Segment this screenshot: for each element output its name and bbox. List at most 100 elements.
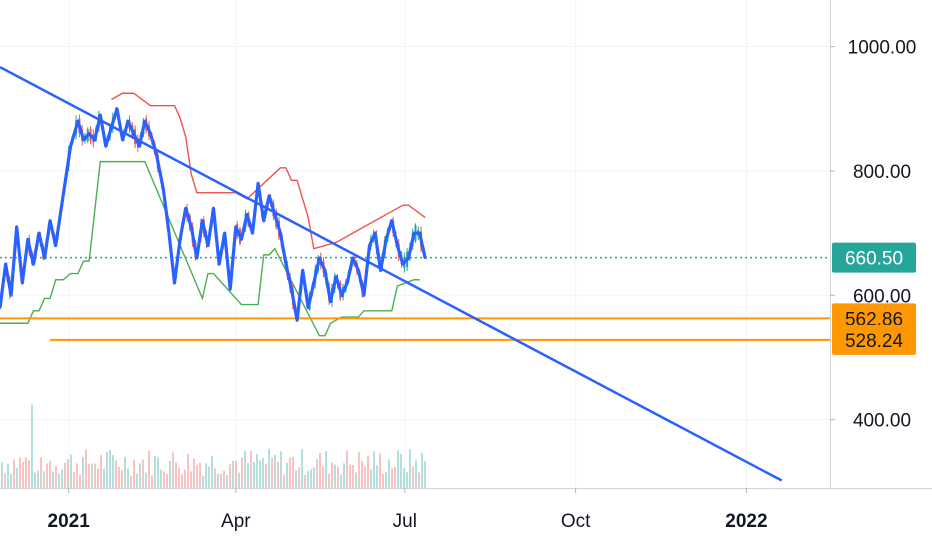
price-point-24 xyxy=(138,144,141,148)
volume-bar xyxy=(265,463,267,488)
volume-bar xyxy=(121,469,123,488)
volume-bar xyxy=(79,474,81,488)
volume-bar xyxy=(4,472,6,488)
volume-bar xyxy=(61,469,63,488)
volume-bar xyxy=(271,457,273,488)
x-tick-label-0: 2021 xyxy=(48,511,91,532)
price-point-12 xyxy=(69,144,72,148)
trendline-layer[interactable] xyxy=(0,66,783,482)
volume-bar xyxy=(412,466,414,488)
volume-bar xyxy=(166,473,168,488)
volume-bar xyxy=(97,468,99,488)
price-point-25 xyxy=(143,120,147,123)
price-point-66 xyxy=(373,231,377,235)
volume-bar xyxy=(124,456,126,488)
price-point-39 xyxy=(223,231,226,235)
volume-bar xyxy=(349,464,351,488)
price-point-22 xyxy=(126,120,130,123)
price-point-53 xyxy=(301,269,304,272)
volume-bar xyxy=(259,460,261,488)
volume-bar xyxy=(127,468,129,488)
volume-bar xyxy=(40,457,42,488)
price-point-43 xyxy=(245,213,249,216)
volume-bar xyxy=(13,459,15,488)
price-point-56 xyxy=(318,256,321,260)
price-point-49 xyxy=(279,231,282,235)
volume-bar xyxy=(25,457,27,488)
volume-bar xyxy=(202,475,204,488)
price-point-18 xyxy=(104,144,108,148)
price-point-46 xyxy=(262,219,265,222)
price-point-67 xyxy=(379,269,382,272)
volume-bar xyxy=(226,475,228,488)
trendline[interactable] xyxy=(0,66,783,482)
volume-bar xyxy=(277,461,279,488)
price-point-9 xyxy=(48,219,52,222)
volume-bar xyxy=(1,462,3,488)
price-point-37 xyxy=(212,207,215,210)
volume-bar xyxy=(43,471,45,488)
volume-bar xyxy=(322,466,324,488)
volume-bar xyxy=(28,460,30,488)
volume-bar xyxy=(334,464,336,488)
volume-bar xyxy=(250,451,252,488)
volume-bar xyxy=(388,459,390,488)
price-point-68 xyxy=(385,238,388,241)
volume-bar xyxy=(130,475,132,488)
level-badge-1-bg xyxy=(832,324,916,355)
volume-bar xyxy=(391,468,393,488)
volume-bar xyxy=(106,451,108,488)
time-axis[interactable]: 2021 Apr Jul Oct 2022 xyxy=(0,488,932,532)
volume-bar xyxy=(301,449,303,488)
volume-bar xyxy=(19,457,21,488)
volume-bar xyxy=(352,465,354,488)
volume-bar xyxy=(238,472,240,488)
volume-bar xyxy=(364,466,366,488)
volume-bar xyxy=(262,458,264,488)
volume-bar xyxy=(109,450,111,488)
volume-bar xyxy=(355,472,357,488)
volume-bar xyxy=(148,450,150,488)
volume-bar xyxy=(310,469,312,488)
volume-bar xyxy=(58,473,60,488)
x-tick-label-2: Jul xyxy=(393,511,417,532)
price-point-23 xyxy=(132,132,135,135)
price-point-16 xyxy=(93,138,96,142)
price-point-50 xyxy=(284,263,288,266)
volume-bar xyxy=(10,473,12,488)
volume-bar xyxy=(319,452,321,488)
volume-bar xyxy=(232,460,234,488)
volume-bar xyxy=(196,464,198,488)
horizontal-levels xyxy=(0,256,830,341)
volume-bar xyxy=(103,468,105,488)
y-tick-label-2: 600.00 xyxy=(853,286,911,307)
volume-bar xyxy=(292,457,294,488)
price-point-52 xyxy=(295,318,299,322)
volume-bar xyxy=(313,467,315,488)
price-point-10 xyxy=(54,244,57,247)
price-point-21 xyxy=(121,138,124,142)
volume-bar xyxy=(289,457,291,488)
price-point-59 xyxy=(334,275,338,278)
volume-bar xyxy=(76,463,78,488)
price-point-1 xyxy=(4,263,7,266)
volume-bar xyxy=(253,462,255,488)
volume-bar xyxy=(373,451,375,488)
volume-bar xyxy=(22,462,24,488)
price-point-75 xyxy=(424,256,427,260)
price-point-31 xyxy=(178,238,182,241)
price-axis[interactable]: 1000.00800.00600.00400.00660.50562.86528… xyxy=(830,0,916,488)
volume-bar xyxy=(328,473,330,488)
volume-bar xyxy=(394,467,396,488)
volume-bar xyxy=(382,473,384,488)
price-point-54 xyxy=(307,306,310,309)
price-point-57 xyxy=(323,269,327,272)
price-point-51 xyxy=(290,287,293,291)
volume-bar xyxy=(268,448,270,488)
volume-bar xyxy=(397,450,399,488)
price-point-55 xyxy=(312,281,316,285)
volume-bar xyxy=(145,472,147,488)
price-point-4 xyxy=(21,281,24,285)
price-point-62 xyxy=(351,256,354,260)
